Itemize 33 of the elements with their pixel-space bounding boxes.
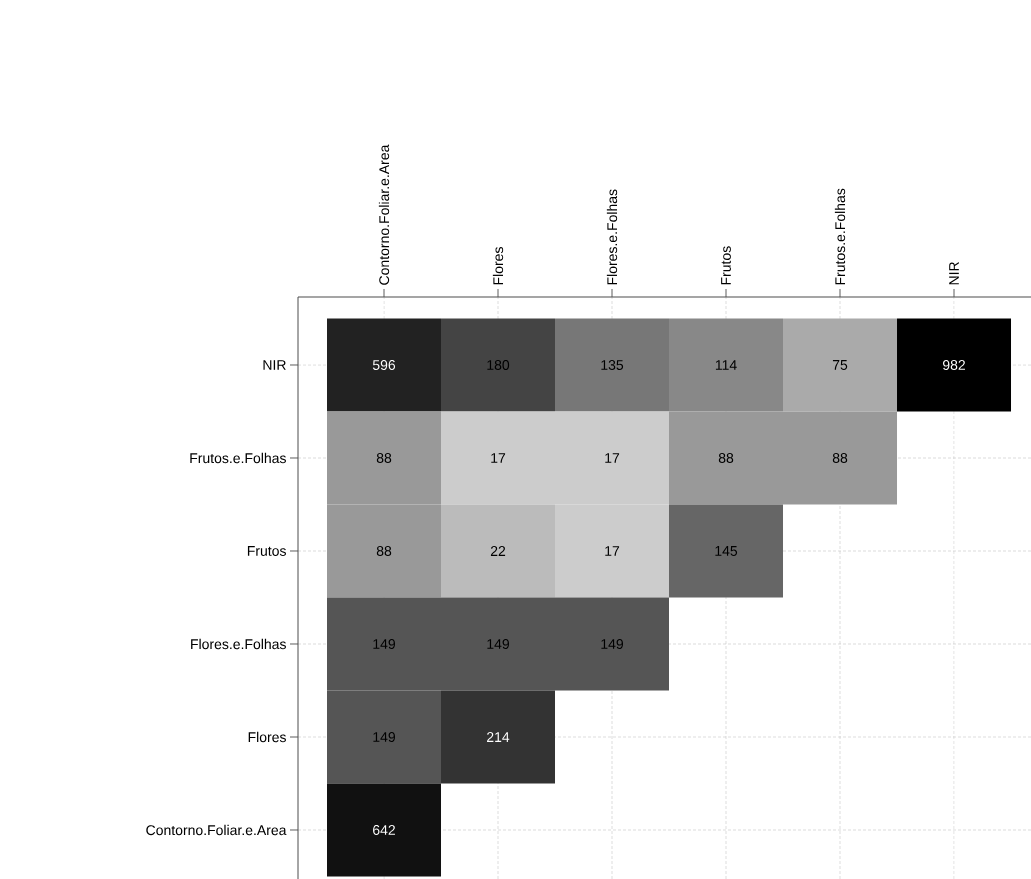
data-label: 149 [373,732,396,742]
y-tick-label: Contorno.Foliar.e.Area [146,824,287,836]
data-label: 149 [373,639,396,649]
data-label: 149 [601,639,624,649]
data-label: 88 [832,453,848,463]
data-label: 114 [715,360,737,370]
data-label: 135 [601,360,624,370]
x-tick-label: Frutos.e.Folhas [834,188,846,285]
data-label: 88 [376,546,392,556]
data-label: 17 [491,453,506,463]
data-label: 17 [605,453,620,463]
data-label: 180 [487,360,510,370]
y-tick-label: Frutos.e.Folhas [190,452,286,464]
y-tick-label: Flores.e.Folhas [191,638,286,650]
data-label: 75 [832,360,848,370]
y-tick-label: NIR [263,360,286,370]
x-tick-label: Contorno.Foliar.e.Area [378,144,390,285]
x-tick-label: Frutos [721,246,731,285]
x-tick-label: NIR [949,262,959,285]
data-label: 22 [490,546,506,556]
y-tick-label: Frutos [247,546,286,556]
data-label: 596 [372,360,396,370]
data-label: 982 [942,360,965,370]
data-label: 17 [605,546,620,556]
data-label: 149 [487,639,510,649]
data-label: 88 [718,453,734,463]
data-label: 145 [715,546,738,556]
data-label: 642 [373,825,395,835]
data-label: 214 [487,732,510,742]
y-tick-label: Flores [248,731,286,743]
x-tick-label: Flores.e.Folhas [606,189,618,285]
x-tick-label: Flores [492,247,504,285]
data-label: 88 [376,453,392,463]
